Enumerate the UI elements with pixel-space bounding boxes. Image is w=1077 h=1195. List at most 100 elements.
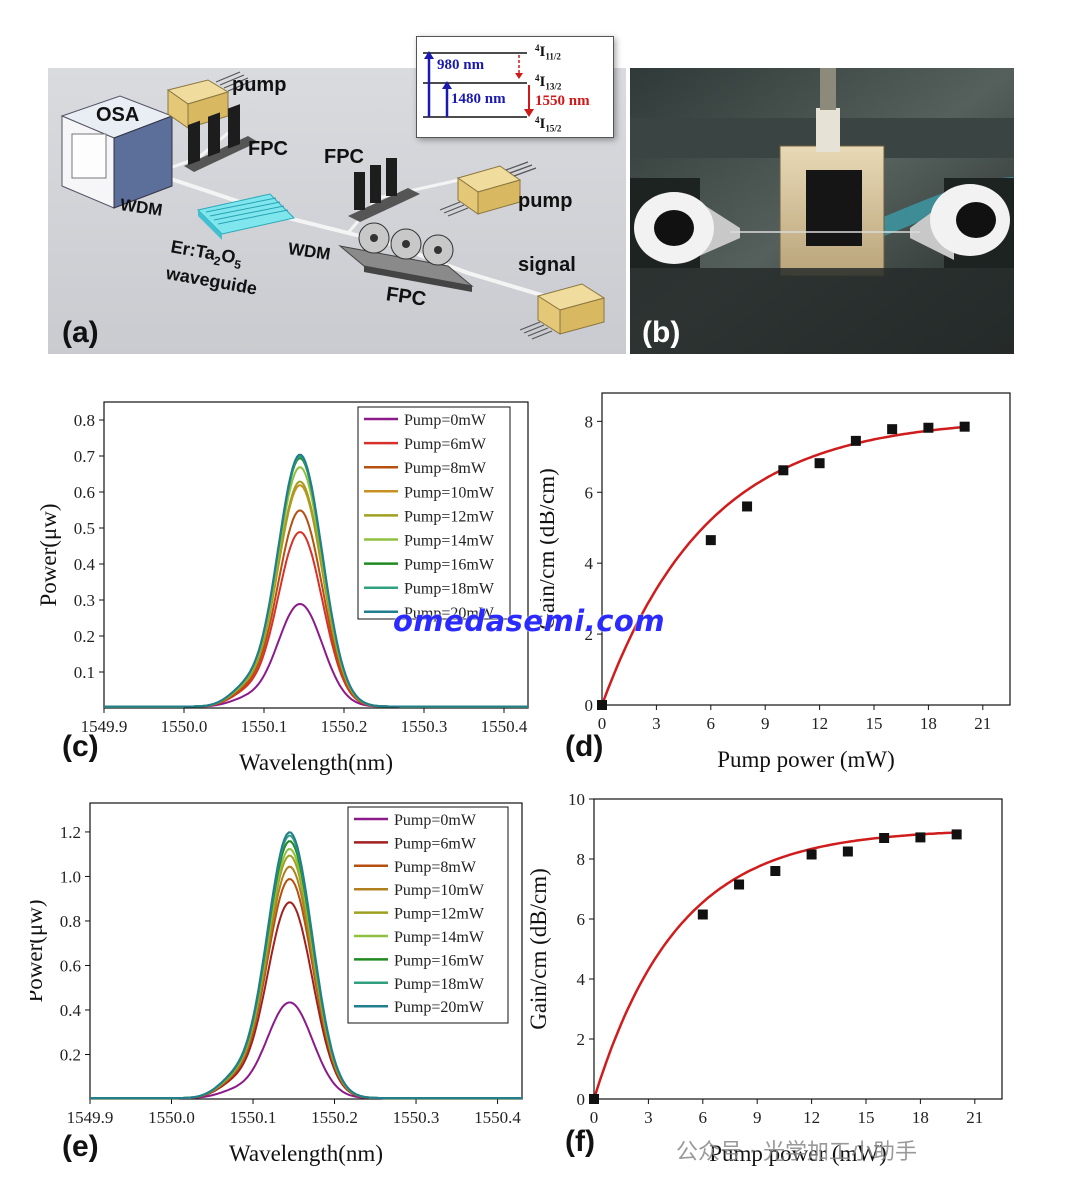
y-tick-label: 0.5 (74, 519, 95, 538)
legend-label: Pump=8mW (404, 460, 487, 477)
series-line (90, 831, 522, 1100)
plot-frame (601, 392, 1011, 706)
legend-label: Pump=16mW (404, 557, 495, 574)
x-tick-label: 21 (974, 714, 991, 733)
y-tick-label: 0.1 (74, 663, 95, 682)
legend-label: Pump=18mW (404, 581, 495, 598)
x-tick-label: 1550.1 (230, 1108, 277, 1127)
photo-drawing (630, 68, 1015, 354)
x-tick-label: 6 (707, 714, 716, 733)
osa-label: OSA (96, 104, 140, 126)
plot-frame (89, 802, 523, 1100)
legend-label: Pump=14mW (394, 929, 485, 946)
label-1480nm: 1480 nm (451, 91, 506, 107)
x-axis-label: Pump power (mW) (717, 747, 895, 772)
legend-label: Pump=6mW (394, 835, 477, 852)
y-tick-label: 6 (585, 483, 594, 502)
level-4I15-2: 4I15/2 (535, 115, 562, 134)
data-point (806, 849, 817, 860)
y-tick-label: 6 (577, 910, 586, 929)
legend-label: Pump=0mW (404, 412, 487, 429)
y-tick-label: 1.2 (60, 823, 81, 842)
y-tick-label: 0.8 (60, 912, 81, 931)
legend-label: Pump=8mW (394, 859, 477, 876)
panel-label-c: (c) (62, 730, 99, 763)
panel-label-f: (f) (565, 1125, 595, 1158)
energy-level-diagram: 980 nm 1480 nm 1550 nm 4I11/2 4I13/2 4I1… (416, 36, 614, 138)
x-tick-label: 1550.2 (321, 717, 368, 736)
y-tick-label: 0.2 (60, 1045, 81, 1064)
legend-label: Pump=20mW (394, 999, 485, 1016)
y-tick-label: 0.8 (74, 411, 95, 430)
y-tick-label: 1.0 (60, 867, 81, 886)
x-tick-label: 15 (866, 714, 883, 733)
plot-frame (593, 798, 1003, 1100)
data-point (923, 422, 934, 433)
y-tick-label: 0.3 (74, 591, 95, 610)
y-tick-label: 8 (577, 850, 586, 869)
setup-drawing (60, 71, 606, 340)
level-4I13-2: 4I13/2 (535, 73, 562, 92)
fpc-top-left-label: FPC (248, 138, 288, 160)
pump-right-label: pump (518, 190, 573, 212)
wechat-watermark: 公众号 · 光学加工小助手 (676, 1140, 917, 1165)
x-axis-label: Wavelength(nm) (239, 750, 393, 775)
x-tick-label: 12 (803, 1108, 820, 1127)
fpc-top-right-label: FPC (324, 146, 364, 168)
data-point (589, 1094, 599, 1104)
y-tick-label: 0.6 (60, 956, 81, 975)
x-tick-label: 18 (912, 1108, 929, 1127)
experiment-photo (630, 68, 1015, 354)
y-axis-label: Gain/cm (dB/cm) (530, 868, 551, 1030)
y-tick-label: 2 (577, 1030, 586, 1049)
x-axis-label: Pump power (mW) (709, 1141, 887, 1166)
x-tick-label: 1550.1 (241, 717, 288, 736)
signal-label: signal (518, 254, 576, 276)
x-tick-label: 1550.3 (393, 1108, 440, 1127)
legend-label: Pump=0mW (394, 812, 477, 829)
panel-label-d: (d) (565, 730, 604, 763)
y-axis-label: Power(μw) (30, 899, 47, 1002)
waveguide-chip (197, 193, 295, 240)
legend-label: Pump=12mW (404, 508, 495, 525)
x-tick-label: 15 (858, 1108, 875, 1127)
legend-label: Pump=10mW (404, 484, 495, 501)
chart-spectra-e: 1549.9 1550.0 1550.1 1550.2 1550.3 1550.4 0.2 0… (30, 802, 523, 1166)
x-tick-label: 1549.9 (81, 717, 128, 736)
x-tick-label: 18 (920, 714, 937, 733)
panel-label-a: (a) (62, 316, 99, 349)
fpc-top-right-device (348, 158, 420, 222)
x-tick-label: 21 (966, 1108, 983, 1127)
x-tick-label: 1550.4 (474, 1108, 521, 1127)
x-tick-label: 1549.9 (67, 1108, 114, 1127)
legend-label: Pump=16mW (394, 952, 485, 969)
x-tick-label: 1550.4 (481, 717, 528, 736)
panel-label-e: (e) (62, 1130, 99, 1163)
y-axis-label: Power(μw) (36, 503, 61, 606)
x-tick-label: 3 (644, 1108, 653, 1127)
data-point (850, 435, 861, 446)
y-tick-label: 0.6 (74, 483, 95, 502)
y-tick-label: 0 (577, 1090, 586, 1109)
x-tick-label: 0 (590, 1108, 599, 1127)
chart-spectra-c: 1549.9 1550.0 1550.1 1550.2 1550.3 1550.4 0.1 0… (36, 401, 529, 775)
waveguide-sub-2: 5 (233, 257, 243, 273)
y-tick-label: 10 (568, 790, 585, 809)
x-tick-label: 1550.2 (311, 1108, 358, 1127)
y-axis-label: Gain/cm (dB/cm) (540, 468, 559, 630)
panel-label-b: (b) (642, 316, 681, 349)
data-point (915, 832, 926, 843)
y-tick-label: 0 (585, 696, 594, 715)
fpc-bottom-device (338, 222, 474, 292)
data-point (697, 909, 708, 920)
y-tick-label: 8 (585, 412, 594, 431)
chart-gain-f: 0 3 6 9 12 15 18 21 0 2 4 6 8 10 Pump power (mW) Gain/c… (530, 790, 1003, 1166)
legend-label: Pump=20mW (404, 605, 495, 622)
data-point (879, 833, 890, 843)
legend-label: Pump=6mW (404, 436, 487, 453)
y-tick-label: 2 (585, 625, 594, 644)
x-axis-label: Wavelength(nm) (229, 1141, 383, 1166)
data-point (597, 700, 607, 710)
x-tick-label: 1550.0 (161, 717, 208, 736)
x-tick-label: 0 (598, 714, 607, 733)
